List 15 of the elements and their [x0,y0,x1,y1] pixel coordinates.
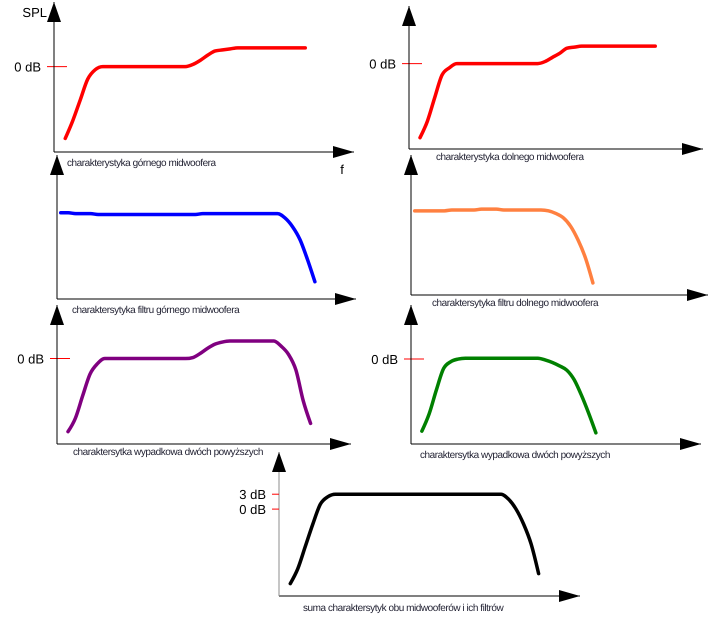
text: charakterystyka górnego midwoofera [67,158,217,168]
text: charaktersytka wypadkowa dwóch powyższych [73,446,263,458]
ref-line-label: 0 dB [371,352,398,367]
text: suma charaktersytyk obu midwooferów i ich filtrów [303,602,504,614]
text: charaktersytyka filtru górnego midwoofera [72,304,240,316]
y-tick-label: 3 dB [239,486,266,502]
ref-line-label: 0 dB [17,351,44,366]
x-axis-title: f [340,162,344,176]
text: charakterystyka dolnego midwoofera [436,152,584,162]
y-axis-title: SPL [22,4,47,20]
text: charaktersytyka filtru dolnego midwoofera [432,298,599,308]
text: charaktersytka wypadkowa dwóch powyższych [420,450,610,460]
line-series [288,492,540,586]
ref-line-label: 0 dB [369,56,396,72]
ref-line-label: 0 dB [14,59,41,74]
